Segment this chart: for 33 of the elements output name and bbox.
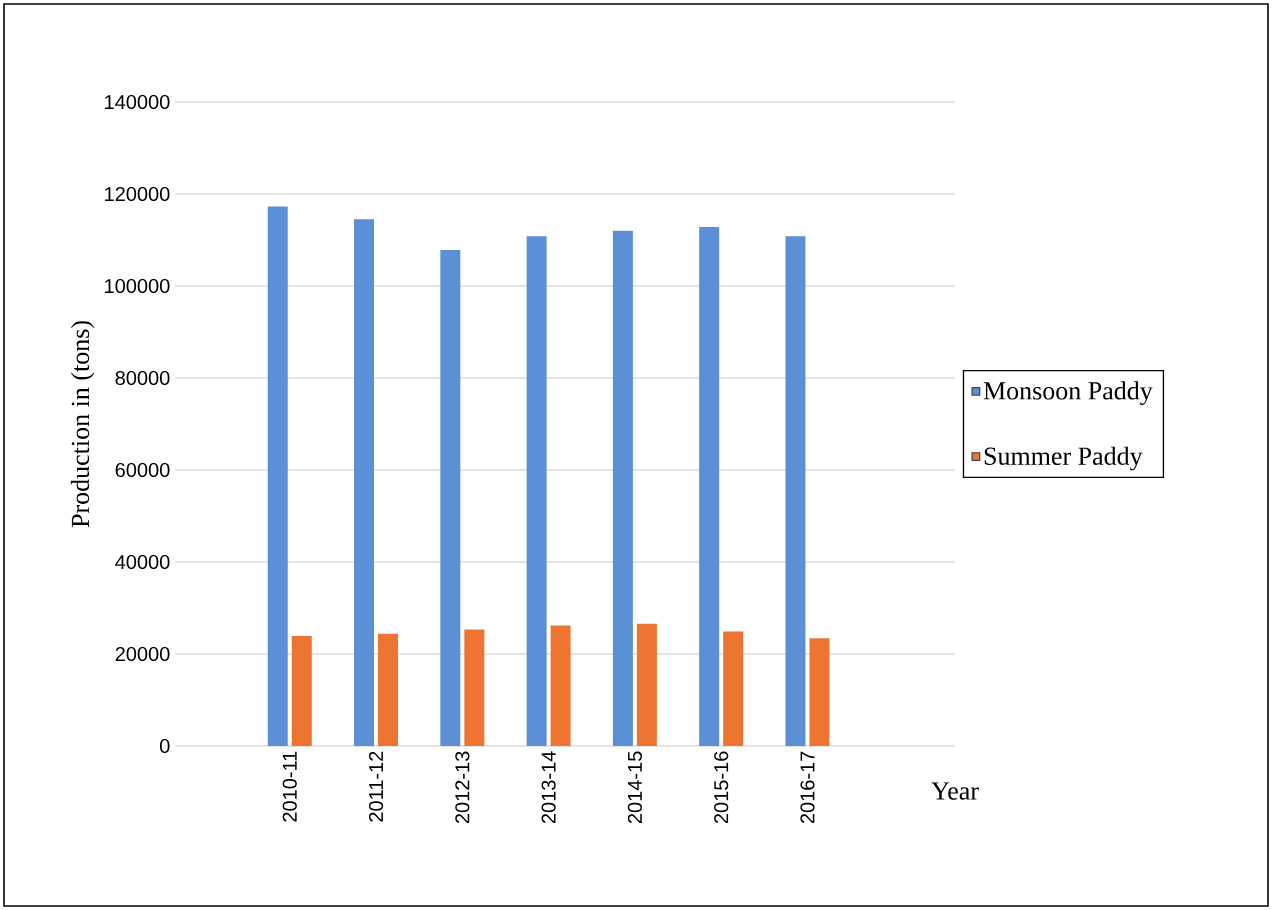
x-tick-label: 2012-13 <box>455 751 470 824</box>
y-tick-label: 140000 <box>105 94 170 110</box>
x-tick-label: 2011-12 <box>368 751 384 822</box>
y-tick-label: 80000 <box>115 370 170 386</box>
legend-label: Monsoon Paddy <box>983 381 1153 405</box>
bar <box>378 633 399 746</box>
x-tick-label: 2010-11 <box>282 751 297 822</box>
x-tick-label: 2015-16 <box>714 751 729 824</box>
y-tick-label: 100000 <box>105 278 170 294</box>
y-tick-label: 20000 <box>115 646 170 662</box>
bar <box>464 629 485 746</box>
bar <box>809 638 830 746</box>
bar <box>526 236 547 746</box>
bar <box>785 236 806 746</box>
bar <box>440 250 461 746</box>
bar <box>550 625 571 746</box>
x-axis-title: Year <box>931 782 979 800</box>
y-axis-title: Production in (tons) <box>70 321 95 528</box>
bar <box>699 227 720 746</box>
y-tick-label: 40000 <box>115 554 170 570</box>
x-tick-label: 2016-17 <box>800 751 815 824</box>
bar <box>267 206 288 746</box>
y-tick-label: 120000 <box>105 186 170 202</box>
y-tick-label: 0 <box>159 738 170 754</box>
bar <box>612 230 633 746</box>
bar <box>291 636 312 746</box>
bar <box>354 219 375 746</box>
x-tick-label: 2013-14 <box>541 751 556 824</box>
x-tick-label: 2014-15 <box>627 751 642 824</box>
y-tick-label: 60000 <box>115 462 170 478</box>
legend-label: Summer Paddy <box>984 446 1143 471</box>
bar <box>636 623 657 746</box>
bar <box>723 631 744 746</box>
